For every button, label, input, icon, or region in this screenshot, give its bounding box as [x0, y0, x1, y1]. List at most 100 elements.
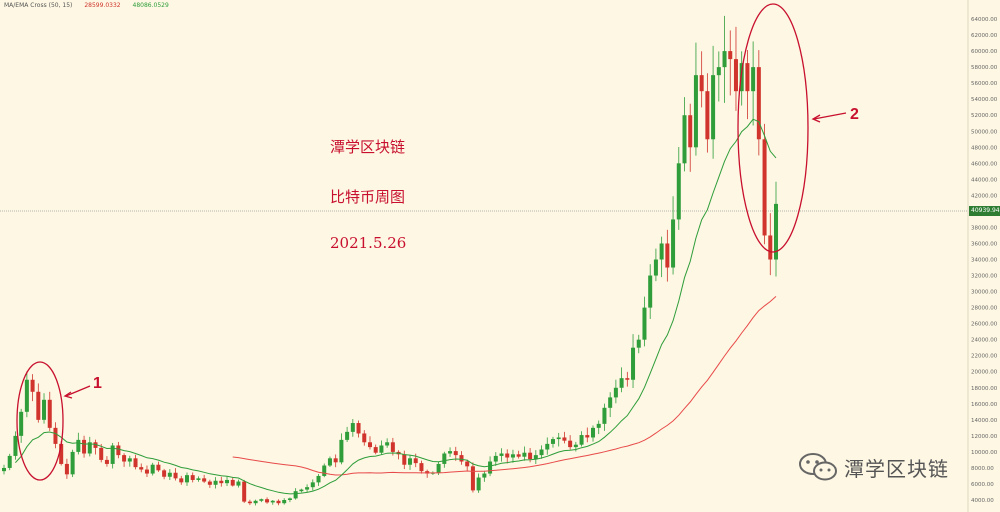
- candle-body: [362, 433, 367, 443]
- candle-body: [53, 427, 58, 444]
- price-tick-label: 38000.00: [971, 225, 998, 231]
- candle-body: [333, 458, 338, 463]
- annotation-ellipse-1: [16, 361, 64, 481]
- candle-body: [465, 461, 470, 467]
- price-axis[interactable]: 64000.00 62000.00 60000.00 58000.00 56000.00…: [967, 0, 998, 512]
- candle-body: [453, 451, 458, 456]
- candle-body: [510, 454, 515, 458]
- candle-body: [13, 435, 18, 456]
- candle-body: [613, 387, 618, 398]
- candle-body: [287, 498, 292, 500]
- candle-body: [591, 427, 596, 438]
- watermark-text: 潭学区块链: [844, 456, 949, 481]
- candle-body: [379, 445, 384, 453]
- candle-body: [350, 423, 355, 432]
- candle-body: [539, 449, 544, 456]
- candle-body: [568, 440, 573, 448]
- price-tick-label: 10000.00: [971, 450, 998, 456]
- candle-body: [122, 455, 127, 462]
- candle-body: [562, 437, 567, 441]
- watermark: 潭学区块链: [798, 452, 949, 482]
- price-tick-label: 8000.00: [971, 466, 994, 472]
- candle-body: [482, 473, 487, 478]
- candle-body: [356, 423, 361, 434]
- candle-body: [579, 435, 584, 445]
- candle-body: [711, 75, 716, 140]
- candle-body: [728, 51, 733, 60]
- candle-body: [642, 307, 647, 340]
- candle-body: [436, 463, 441, 473]
- candle-body: [470, 466, 475, 491]
- price-tick-label: 30000.00: [971, 290, 998, 296]
- candle-body: [459, 455, 464, 462]
- candle-body: [104, 459, 109, 464]
- price-tick-label: 14000.00: [971, 418, 998, 424]
- price-tick-label: 24000.00: [971, 338, 998, 344]
- price-tick-label: 4000.00: [971, 498, 994, 504]
- candle-body: [196, 478, 201, 480]
- overlay-date: 2021.5.26: [330, 234, 407, 252]
- candle-body: [70, 451, 75, 475]
- candle-body: [739, 63, 744, 92]
- candle-body: [322, 465, 327, 476]
- candle-body: [259, 499, 264, 501]
- candle-body: [602, 407, 607, 424]
- candle-body: [516, 454, 521, 457]
- candle-body: [608, 397, 613, 408]
- candle-body: [236, 481, 241, 486]
- candle-body: [82, 439, 87, 454]
- candle-body: [488, 461, 493, 474]
- price-tick-label: 52000.00: [971, 113, 998, 119]
- current-price-tag: 40939.94: [969, 206, 1000, 216]
- candle-body: [30, 379, 35, 392]
- candle-body: [213, 480, 218, 485]
- candle-body: [648, 275, 653, 308]
- candle-body: [64, 463, 69, 475]
- price-tick-label: 50000.00: [971, 129, 998, 135]
- candle-body: [265, 499, 270, 503]
- candle-body: [676, 163, 681, 220]
- candle-body: [87, 442, 92, 454]
- candle-body: [693, 75, 698, 148]
- candle-body: [442, 453, 447, 464]
- candle-body: [596, 423, 601, 428]
- candle-body: [253, 500, 258, 504]
- candle-body: [144, 469, 149, 474]
- candle-body: [476, 477, 481, 491]
- candle-body: [282, 500, 287, 504]
- candle-body: [522, 452, 527, 457]
- candle-body: [585, 435, 590, 438]
- candle-body: [339, 439, 344, 463]
- candle-body: [247, 501, 252, 504]
- candle-body: [636, 339, 641, 348]
- candle-body: [545, 443, 550, 450]
- candle-body: [36, 391, 41, 420]
- candle-body: [7, 455, 12, 468]
- candle-body: [402, 454, 407, 465]
- candle-body: [99, 447, 104, 460]
- wechat-icon: [799, 453, 837, 481]
- candle-body: [390, 442, 395, 452]
- candle-body: [127, 458, 132, 462]
- candle-body: [316, 475, 321, 483]
- price-tick-label: 42000.00: [971, 193, 998, 199]
- candle-body: [47, 399, 52, 428]
- candle-body: [773, 203, 779, 260]
- candle-body: [699, 75, 704, 92]
- annotation-label-2: 2: [850, 106, 859, 123]
- overlay-subtitle: 比特币周图: [330, 188, 406, 206]
- indicator-legend: MA/EMA Cross (50, 15) 28599.0332 48086.0…: [4, 2, 179, 9]
- ma-short-line: [15, 118, 777, 495]
- candle-body: [385, 442, 390, 446]
- candle-body: [42, 399, 47, 420]
- candle-body: [751, 67, 756, 92]
- price-tick-label: 18000.00: [971, 386, 998, 392]
- price-tick-label: 26000.00: [971, 322, 998, 328]
- candle-body: [184, 475, 189, 483]
- candle-body: [625, 378, 630, 380]
- candle-body: [59, 443, 64, 464]
- price-tick-label: 58000.00: [971, 65, 998, 71]
- candle-body: [327, 458, 332, 466]
- candle-body: [179, 478, 184, 483]
